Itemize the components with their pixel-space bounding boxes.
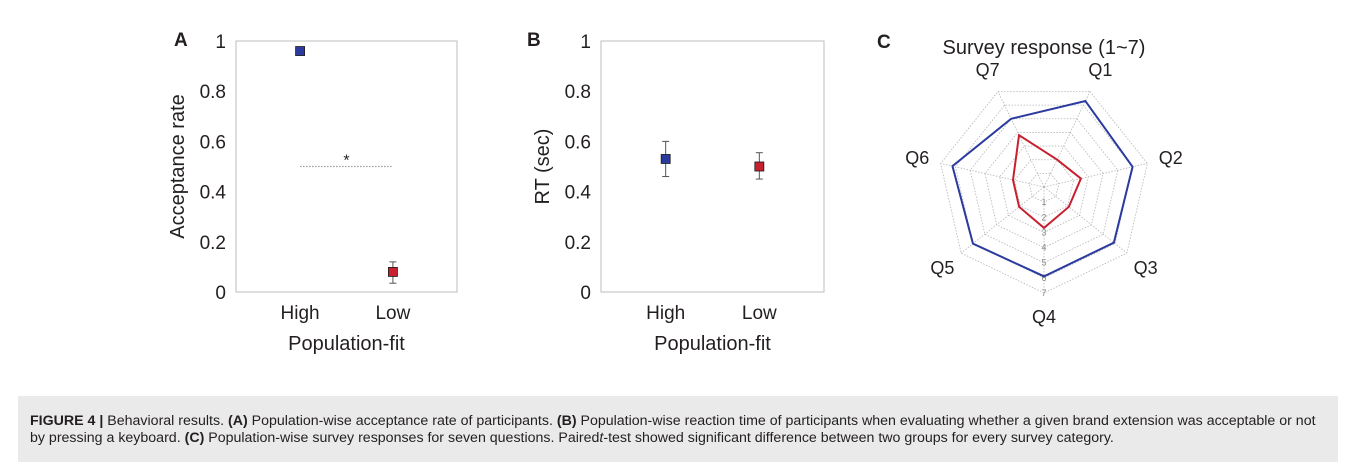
radar-series-high xyxy=(951,99,1134,278)
caption-text-c2: -test showed significant difference betw… xyxy=(603,430,1114,446)
radar-axis-label-q3: Q3 xyxy=(1134,258,1158,278)
plot-frame xyxy=(235,40,458,293)
radar-axis-label-q5: Q5 xyxy=(930,258,954,278)
radar-spoke xyxy=(1043,91,1091,188)
significance-marker: * xyxy=(343,153,349,170)
data-point-low xyxy=(388,267,398,277)
y-tick-label: 0.8 xyxy=(565,82,591,103)
y-tick-label: 0.2 xyxy=(200,233,226,254)
radar-r-tick-label: 2 xyxy=(1041,212,1046,222)
radar-axis-label-q6: Q6 xyxy=(905,148,929,168)
caption-ref-a: (A) xyxy=(227,413,248,429)
y-tick-label: 1 xyxy=(580,32,591,53)
caption-ref-c: (C) xyxy=(184,430,205,446)
panel-label: C xyxy=(877,32,891,53)
radar-r-tick-label: 4 xyxy=(1041,243,1046,253)
x-tick-label: High xyxy=(281,303,320,324)
radar-grid-ring xyxy=(984,132,1104,249)
radar-spoke xyxy=(940,163,1045,188)
panel-c-survey-radar: C Survey response (1~7) 1 2 3 4 5 6 7 Q1 Q2 Q3 Q4 Q5 Q… xyxy=(877,32,1183,327)
y-tick-label: 0.2 xyxy=(565,233,591,254)
caption-text-b: Population-wise reaction time of partici… xyxy=(30,413,1316,446)
caption-ref-b: (B) xyxy=(556,413,577,429)
x-axis-label: Population-fit xyxy=(654,333,771,355)
x-tick-label: High xyxy=(646,303,685,324)
radar-axis-label-q2: Q2 xyxy=(1159,148,1183,168)
radar-grid-ring xyxy=(1028,172,1060,203)
radar-r-tick-label: 3 xyxy=(1041,227,1046,237)
radar-grid-ring xyxy=(954,104,1134,279)
x-tick-label: Low xyxy=(375,303,410,324)
radar-grid-ring xyxy=(1014,159,1074,218)
figure-caption-box: FIGURE 4 | Behavioral results. (A) Popul… xyxy=(18,396,1338,462)
radar-grid-ring xyxy=(999,145,1089,233)
panel-b-reaction-time: B 0 0.2 0.4 0.6 0.8 1 RT (sec) High Low Population… xyxy=(527,30,825,355)
panel-a-acceptance-rate: A 0 0.2 0.4 0.6 0.8 1 Acceptance rate High Low Pop… xyxy=(167,30,458,355)
y-axis-label: Acceptance rate xyxy=(167,94,189,239)
radar-r-tick-label: 5 xyxy=(1041,258,1046,268)
y-tick-label: 0 xyxy=(215,283,226,304)
data-point-high xyxy=(295,46,305,56)
radar-series-low xyxy=(1011,133,1083,230)
radar-spoke xyxy=(960,186,1045,254)
panel-label: B xyxy=(527,30,541,51)
radar-r-tick-label: 6 xyxy=(1041,273,1046,283)
radar-r-tick-label: 7 xyxy=(1041,288,1046,298)
y-tick-label: 0.4 xyxy=(565,183,592,204)
plot-frame xyxy=(600,40,825,293)
y-tick-label: 0.6 xyxy=(565,132,591,153)
data-point-low xyxy=(754,161,765,172)
y-axis-label: RT (sec) xyxy=(532,129,554,205)
y-tick-label: 1 xyxy=(215,32,226,53)
y-tick-label: 0.8 xyxy=(200,82,226,103)
figure-caption: FIGURE 4 | Behavioral results. (A) Popul… xyxy=(30,413,1326,447)
radar-spoke xyxy=(1043,163,1148,188)
caption-figure-label: FIGURE 4 | xyxy=(30,413,104,429)
radar-axis-label-q7: Q7 xyxy=(976,60,1000,80)
x-axis-label: Population-fit xyxy=(288,333,405,355)
caption-title: Behavioral results. xyxy=(107,413,225,429)
y-tick-label: 0.4 xyxy=(200,183,227,204)
y-tick-label: 0.6 xyxy=(200,132,226,153)
radar-r-tick-label: 1 xyxy=(1041,197,1046,207)
radar-title: Survey response (1~7) xyxy=(943,37,1146,59)
caption-t-italic: t xyxy=(599,430,604,446)
panel-label: A xyxy=(174,30,188,51)
y-tick-label: 0 xyxy=(580,283,591,304)
radar-axis-label-q1: Q1 xyxy=(1088,60,1112,80)
radar-grid-ring xyxy=(940,91,1148,294)
radar-spoke xyxy=(997,91,1045,188)
x-tick-label: Low xyxy=(742,303,777,324)
radar-axis-label-q4: Q4 xyxy=(1032,307,1056,327)
data-point-high xyxy=(660,154,671,164)
caption-text-c: Population-wise survey responses for sev… xyxy=(208,430,600,446)
caption-text-a: Population-wise acceptance rate of parti… xyxy=(251,413,553,429)
